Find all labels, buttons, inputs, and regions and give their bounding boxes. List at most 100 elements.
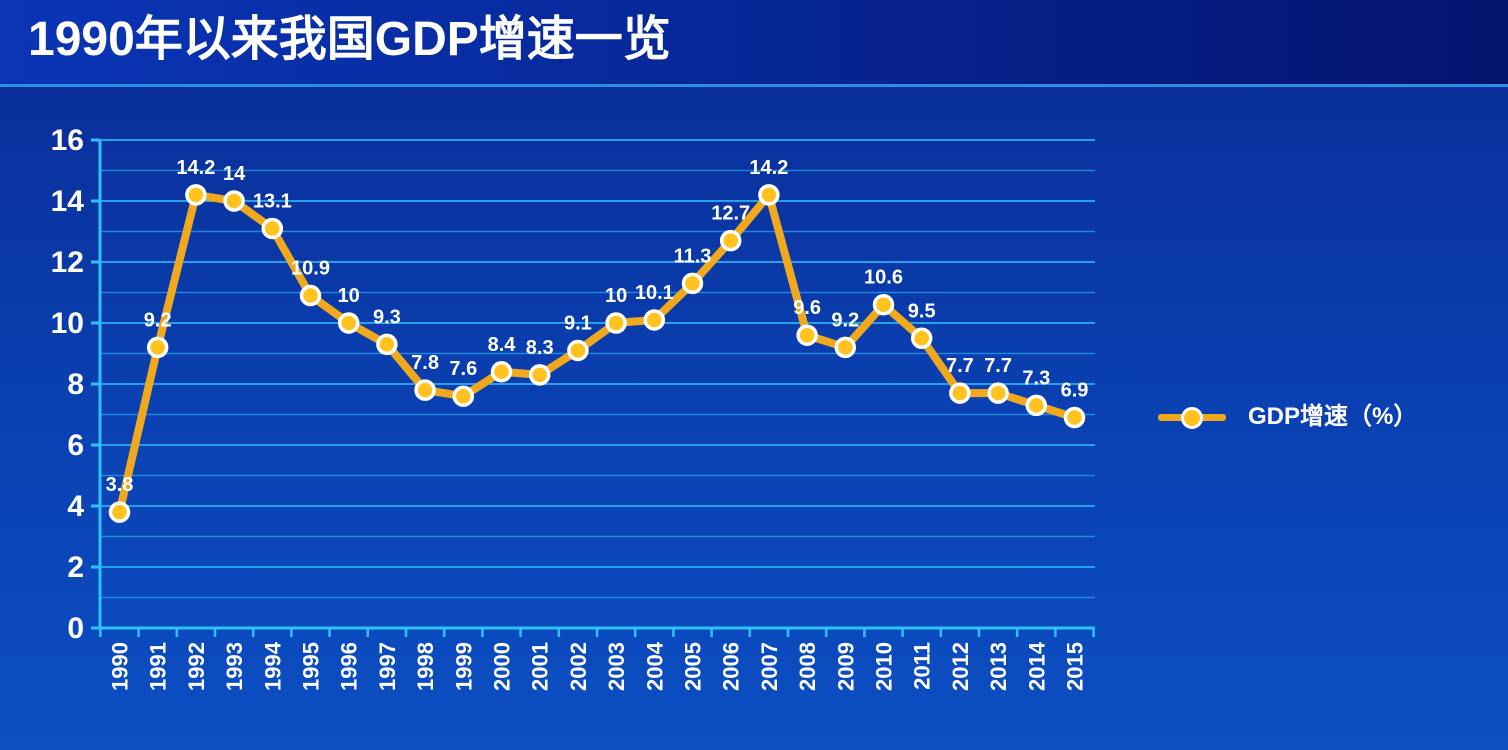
data-label: 10 <box>605 285 627 307</box>
x-tick-label: 1992 <box>184 642 209 691</box>
data-point <box>376 333 398 356</box>
data-point <box>834 336 857 359</box>
x-tick-label: 1997 <box>375 642 400 691</box>
data-label: 8.3 <box>526 337 554 359</box>
data-point <box>987 382 1009 404</box>
data-label: 11.3 <box>674 245 712 267</box>
x-tick-label: 1996 <box>337 642 362 691</box>
legend: GDP增速（%） <box>1158 400 1488 434</box>
data-point <box>949 382 971 404</box>
data-label: 7.7 <box>946 355 974 377</box>
y-tick-label: 14 <box>51 185 85 218</box>
x-tick-label: 1993 <box>222 642 247 691</box>
data-point <box>261 217 284 240</box>
x-tick-label: 2005 <box>681 642 706 691</box>
y-tick-label: 8 <box>67 368 84 401</box>
y-tick-label: 2 <box>67 551 84 584</box>
data-point <box>643 309 666 331</box>
data-point <box>223 190 245 212</box>
data-point <box>1025 394 1048 417</box>
x-tick-label: 2001 <box>528 642 553 691</box>
data-label: 12.7 <box>711 203 750 225</box>
y-tick-label: 12 <box>51 246 84 279</box>
data-point <box>796 324 818 346</box>
y-tick-label: 16 <box>51 124 84 157</box>
data-label: 7.3 <box>1022 367 1050 389</box>
x-tick-label: 2007 <box>757 642 782 691</box>
series-gdp-growth <box>108 184 1086 523</box>
x-tick-label: 1999 <box>451 642 476 691</box>
data-label: 9.5 <box>908 300 936 322</box>
x-tick-label: 2003 <box>604 642 629 691</box>
axes <box>91 138 1095 637</box>
data-point <box>414 379 436 401</box>
data-label: 10.1 <box>635 282 674 304</box>
x-tick-label: 2010 <box>872 642 897 691</box>
data-label: 3.8 <box>106 474 134 496</box>
x-tick-label: 2012 <box>948 642 973 691</box>
data-point <box>337 312 360 334</box>
data-point <box>452 385 475 407</box>
data-label: 10 <box>338 285 360 307</box>
x-tick-label: 2000 <box>490 642 515 691</box>
chart-panel <box>0 84 1508 750</box>
data-point <box>146 336 169 359</box>
x-tick-label: 1994 <box>260 641 285 691</box>
grid-lines <box>100 139 1095 599</box>
x-tick-label: 1995 <box>299 642 324 691</box>
data-point <box>1063 406 1086 429</box>
data-point <box>299 284 322 307</box>
x-tick-label: 2013 <box>986 642 1011 691</box>
data-label: 9.2 <box>831 309 859 331</box>
x-tick-label: 2002 <box>566 642 591 691</box>
data-label: 13.1 <box>253 190 292 212</box>
data-label: 7.7 <box>984 355 1012 377</box>
y-tick-label: 4 <box>67 490 84 523</box>
x-tick-label: 2006 <box>719 642 744 691</box>
data-point <box>910 327 933 349</box>
page-title: 1990年以来我国GDP增速一览 <box>28 13 671 66</box>
data-label: 10.9 <box>291 258 330 280</box>
data-point <box>872 293 895 316</box>
y-tick-label: 6 <box>67 429 84 462</box>
data-point <box>490 361 513 383</box>
x-tick-label: 2009 <box>833 642 858 691</box>
data-point <box>108 501 131 523</box>
x-tick-labels: 1990 1991 1992 1993 1994 1995 1996 1997 1998 1999… <box>108 641 1088 691</box>
data-label: 9.3 <box>373 306 401 328</box>
data-point <box>185 184 207 206</box>
data-label: 14.2 <box>749 157 788 179</box>
y-tick-label: 0 <box>67 612 84 645</box>
x-tick-label: 1991 <box>146 642 171 691</box>
data-labels: 3.8 9.2 14.2 14 13.1 10.9 10 9.3 7.8 7.6 8.4 8.3 9.1… <box>106 157 1089 496</box>
legend-label: GDP增速（%） <box>1248 403 1418 430</box>
data-point <box>528 364 551 386</box>
y-tick-label: 10 <box>51 307 84 340</box>
legend-marker-icon <box>1181 407 1203 429</box>
x-tick-label: 1990 <box>108 642 133 691</box>
x-tick-label: 2014 <box>1024 641 1049 691</box>
data-point <box>719 229 742 252</box>
x-tick-label: 2008 <box>795 642 820 691</box>
data-label: 6.9 <box>1061 380 1089 402</box>
x-tick-label: 2011 <box>910 642 935 690</box>
data-label: 7.8 <box>411 352 439 374</box>
title-bar: 1990年以来我国GDP增速一览 <box>0 0 1508 84</box>
x-tick-label: 2015 <box>1063 642 1088 691</box>
data-label: 8.4 <box>488 334 517 356</box>
data-point <box>681 272 704 295</box>
data-label: 7.6 <box>449 358 477 380</box>
data-label: 9.1 <box>564 312 592 334</box>
data-label: 9.2 <box>144 309 172 331</box>
y-tick-labels: 0 2 4 6 8 10 12 14 16 <box>51 124 85 645</box>
data-point <box>567 339 589 362</box>
x-tick-label: 1998 <box>413 642 438 691</box>
data-point <box>758 184 780 206</box>
data-point <box>605 312 627 334</box>
x-tick-label: 2004 <box>642 641 667 691</box>
data-label: 14.2 <box>176 157 215 179</box>
data-label: 9.6 <box>793 297 821 319</box>
data-label: 14 <box>223 163 246 185</box>
